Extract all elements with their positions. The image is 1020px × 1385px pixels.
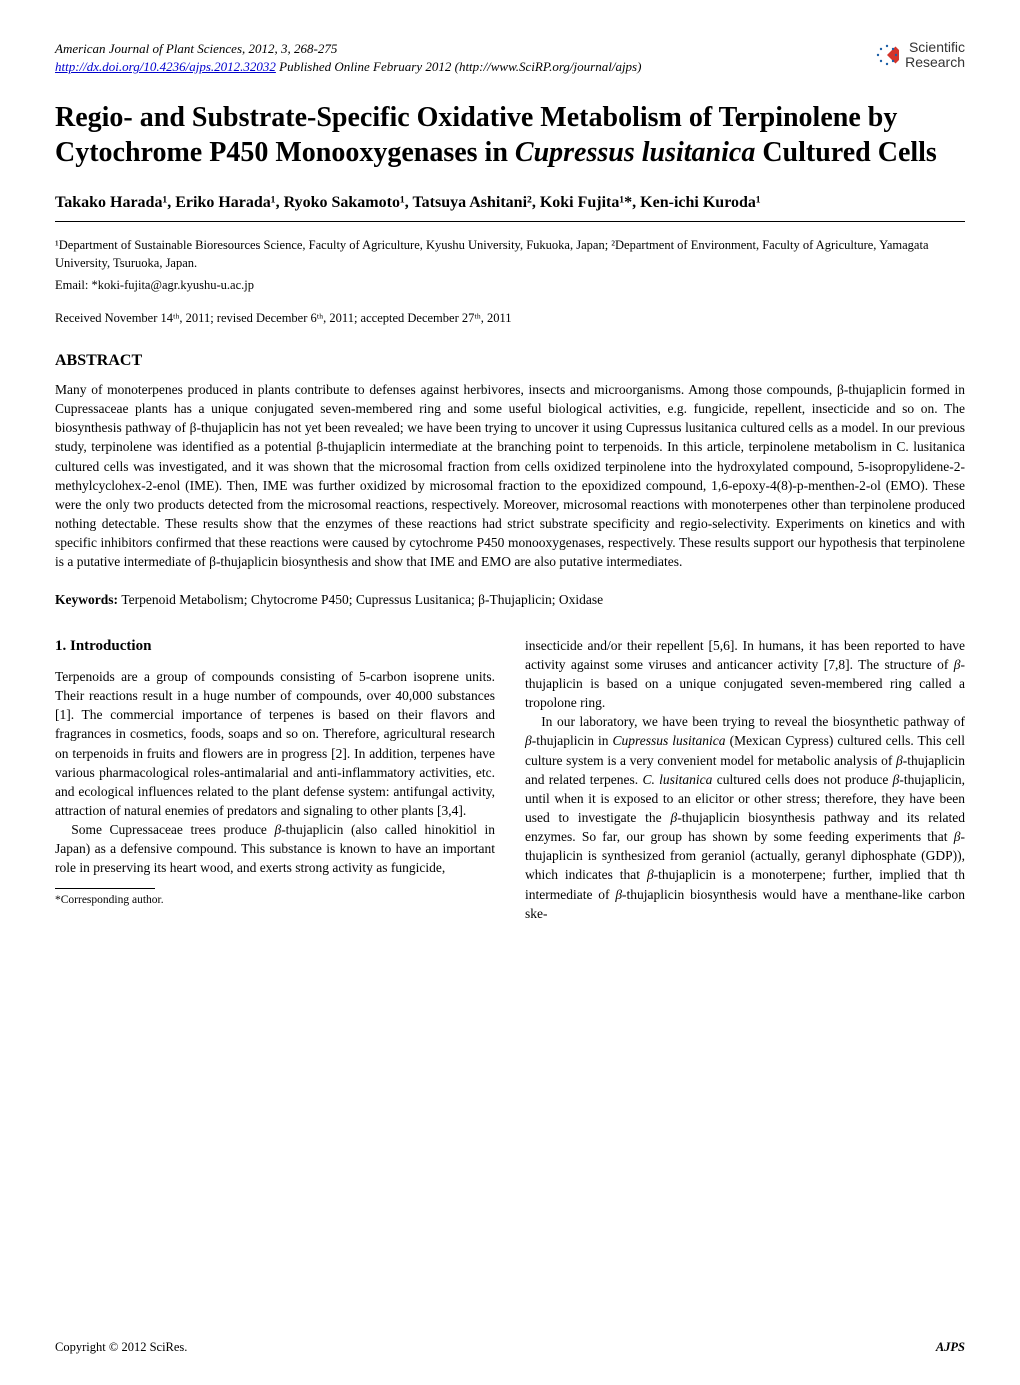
corresponding-email: Email: *koki-fujita@agr.kyushu-u.ac.jp bbox=[55, 278, 965, 293]
corresponding-footnote: *Corresponding author. bbox=[55, 892, 495, 908]
keywords-label: Keywords: bbox=[55, 592, 121, 607]
abstract-heading: ABSTRACT bbox=[55, 352, 965, 370]
journal-citation: American Journal of Plant Sciences, 2012… bbox=[55, 41, 337, 56]
introduction-heading: 1. Introduction bbox=[55, 636, 495, 657]
publisher-logo: Scientific Research bbox=[875, 40, 965, 71]
copyright-text: Copyright © 2012 SciRes. bbox=[55, 1340, 187, 1355]
intro-paragraph-1: Terpenoids are a group of compounds cons… bbox=[55, 667, 495, 820]
abstract-body: Many of monoterpenes produced in plants … bbox=[55, 380, 965, 572]
col2-paragraph-1: insecticide and/or their repellent [5,6]… bbox=[525, 636, 965, 713]
title-italic-species: Cupressus lusitanica bbox=[515, 137, 755, 168]
header-journal-info: American Journal of Plant Sciences, 2012… bbox=[55, 40, 641, 76]
journal-abbrev: AJPS bbox=[936, 1340, 965, 1355]
footnote-divider bbox=[55, 888, 155, 889]
author-list: Takako Harada¹, Eriko Harada¹, Ryoko Sak… bbox=[55, 192, 965, 214]
keywords-line: Keywords: Terpenoid Metabolism; Chytocro… bbox=[55, 592, 965, 608]
page-footer: Copyright © 2012 SciRes. AJPS bbox=[55, 1340, 965, 1355]
publisher-logo-text: Scientific Research bbox=[905, 40, 965, 71]
intro-paragraph-2: Some Cupressaceae trees produce β-thujap… bbox=[55, 820, 495, 877]
doi-link[interactable]: http://dx.doi.org/10.4236/ajps.2012.3203… bbox=[55, 59, 276, 74]
two-column-body: 1. Introduction Terpenoids are a group o… bbox=[55, 636, 965, 923]
col2-paragraph-2: In our laboratory, we have been trying t… bbox=[525, 712, 965, 923]
affiliations: ¹Department of Sustainable Bioresources … bbox=[55, 236, 965, 272]
publisher-logo-block: Scientific Research bbox=[875, 40, 965, 72]
logo-text-top: Scientific bbox=[905, 40, 965, 55]
scirp-diamond-icon bbox=[875, 43, 899, 67]
pub-info: Published Online February 2012 (http://w… bbox=[276, 59, 642, 74]
article-title: Regio- and Substrate-Specific Oxidative … bbox=[55, 100, 965, 170]
title-part-2: Cultured Cells bbox=[755, 137, 937, 168]
article-dates: Received November 14ᵗʰ, 2011; revised De… bbox=[55, 311, 965, 326]
author-divider bbox=[55, 221, 965, 222]
column-left: 1. Introduction Terpenoids are a group o… bbox=[55, 636, 495, 923]
column-right: insecticide and/or their repellent [5,6]… bbox=[525, 636, 965, 923]
keywords-text: Terpenoid Metabolism; Chytocrome P450; C… bbox=[121, 592, 603, 607]
logo-text-bottom: Research bbox=[905, 55, 965, 70]
page-header: American Journal of Plant Sciences, 2012… bbox=[55, 40, 965, 76]
